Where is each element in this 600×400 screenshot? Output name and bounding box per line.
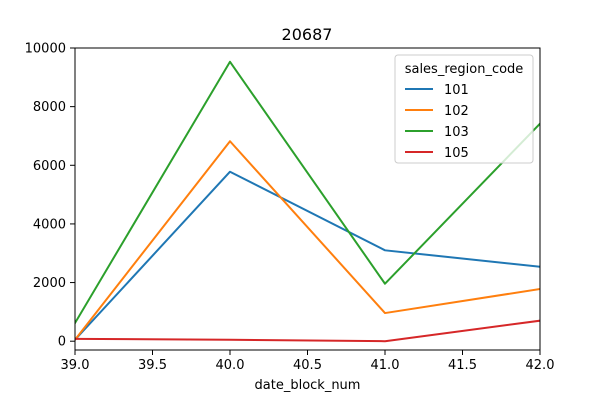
legend-label-102: 102 [444,104,469,119]
legend: sales_region_code 101 102 103 105 [394,54,534,164]
x-axis-label: date_block_num [255,378,361,393]
x-tick-label: 39.0 [61,358,90,373]
y-tick-label: 4000 [33,217,66,232]
y-tick-label: 6000 [33,159,66,174]
series-line-102 [75,140,540,342]
x-tick-label: 40.5 [293,358,322,373]
x-tick-label: 42.0 [526,358,555,373]
x-tick-label: 40.0 [216,358,245,373]
chart-title: 20687 [282,25,333,44]
y-axis: 0 2000 4000 6000 8000 10000 [25,42,75,350]
series-line-101 [75,170,540,342]
x-axis: 39.0 39.5 40.0 40.5 41.0 41.5 42.0 [61,350,555,373]
x-tick-label: 41.5 [448,358,477,373]
plot-lines [75,60,540,343]
legend-box [394,54,534,164]
x-tick-label: 39.5 [138,358,167,373]
legend-title: sales_region_code [405,62,524,77]
legend-label-105: 105 [444,146,469,161]
legend-items: 101 102 103 105 [405,83,469,161]
legend-label-101: 101 [444,83,469,98]
y-tick-label: 8000 [33,100,66,115]
series-line-103 [75,60,540,325]
y-tick-label: 10000 [25,42,66,57]
y-tick-label: 0 [58,335,66,350]
x-tick-label: 41.0 [371,358,400,373]
y-tick-label: 2000 [33,276,66,291]
legend-label-103: 103 [444,125,469,140]
series-line-105 [75,319,540,343]
